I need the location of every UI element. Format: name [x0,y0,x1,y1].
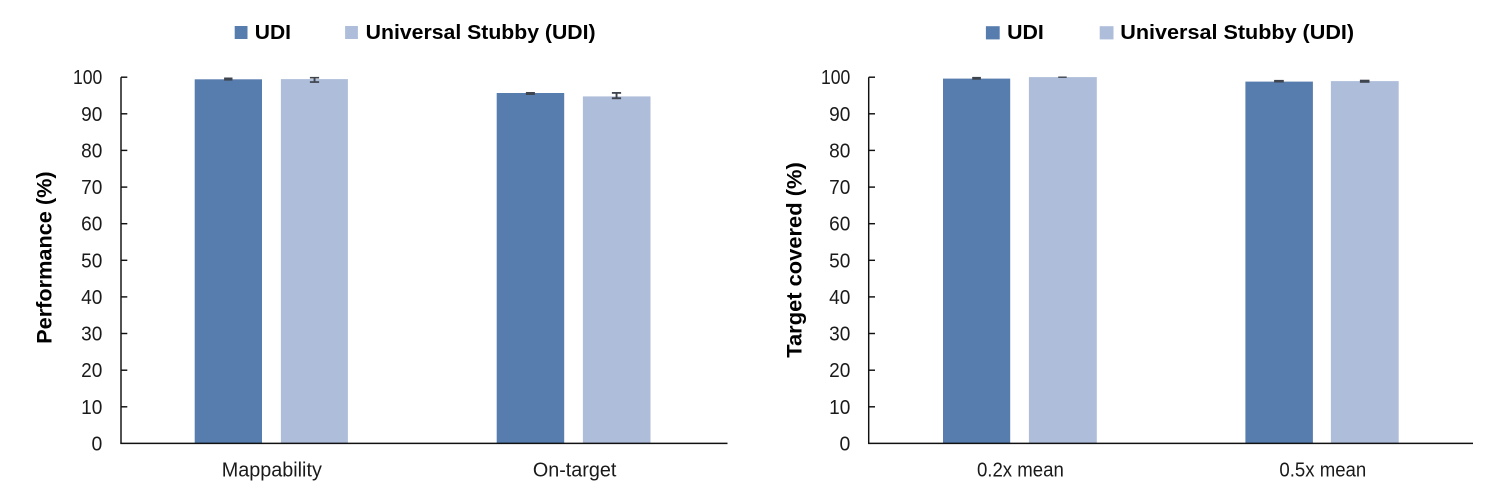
svg-text:70: 70 [81,177,102,199]
svg-text:10: 10 [829,397,850,419]
svg-text:Mappability: Mappability [222,460,322,482]
svg-text:100: 100 [821,67,850,89]
svg-text:80: 80 [81,140,102,162]
svg-text:30: 30 [829,324,850,346]
svg-text:0: 0 [840,433,851,455]
svg-text:30: 30 [81,324,102,346]
svg-text:On-target: On-target [533,460,617,482]
svg-text:0.2x mean: 0.2x mean [977,460,1064,482]
svg-text:Universal Stubby (UDI): Universal Stubby (UDI) [1120,22,1354,44]
svg-text:40: 40 [829,287,850,309]
svg-text:80: 80 [829,140,850,162]
svg-text:UDI: UDI [1007,22,1044,44]
svg-text:UDI: UDI [255,22,291,44]
svg-text:Target covered (%): Target covered (%) [784,162,807,358]
svg-text:Universal Stubby (UDI): Universal Stubby (UDI) [366,22,596,44]
svg-text:90: 90 [81,104,102,126]
svg-text:70: 70 [829,177,850,199]
svg-text:0: 0 [92,433,103,455]
svg-text:10: 10 [81,397,102,419]
svg-text:0.5x mean: 0.5x mean [1279,460,1366,482]
svg-text:20: 20 [81,360,102,382]
svg-text:40: 40 [81,287,102,309]
svg-text:60: 60 [81,214,102,236]
svg-text:50: 50 [829,250,850,272]
svg-text:20: 20 [829,360,850,382]
svg-text:60: 60 [829,214,850,236]
svg-text:Performance (%): Performance (%) [33,171,56,344]
svg-text:50: 50 [81,250,102,272]
svg-text:90: 90 [829,104,850,126]
svg-text:100: 100 [73,67,102,89]
